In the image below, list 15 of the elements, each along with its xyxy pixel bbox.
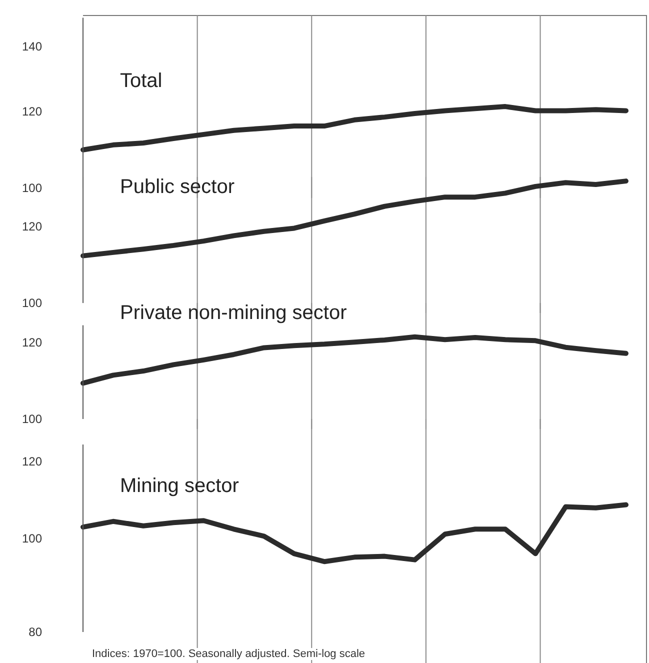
y-tick-label: 140 <box>22 40 42 54</box>
y-tick-label: 100 <box>22 531 42 546</box>
y-tick-label: 120 <box>22 219 42 234</box>
text: Total <box>120 70 162 93</box>
y-tick-label: 100 <box>22 296 42 310</box>
text: Indices: 1970=100. Seasonally adjusted. Semi-log scale <box>90 648 368 660</box>
y-tick-label: 120 <box>22 104 42 118</box>
y-tick-label: 100 <box>22 181 42 195</box>
y-tick-label: 80 <box>28 625 42 639</box>
y-tick-label: 120 <box>22 335 42 350</box>
chart-title: Public sector <box>120 176 234 199</box>
text: Mining sector <box>120 475 239 498</box>
y-tick-label: 120 <box>22 454 42 469</box>
y-tick-label: 100 <box>22 412 42 426</box>
chart-title: Private non-mining sector <box>120 302 347 325</box>
